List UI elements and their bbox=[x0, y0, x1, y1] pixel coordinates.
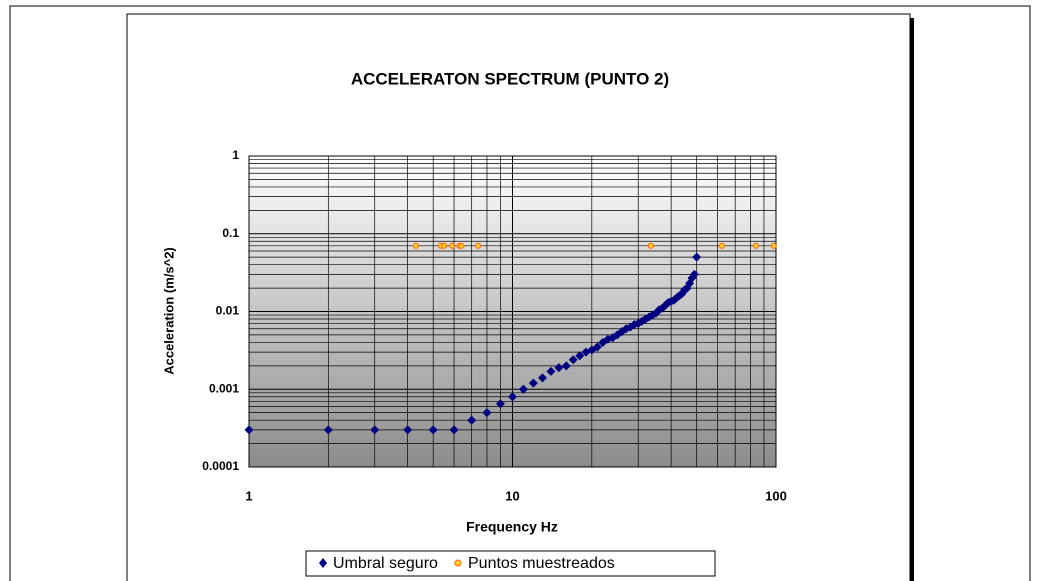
data-point bbox=[518, 384, 528, 394]
plot-border bbox=[248, 155, 777, 468]
data-point bbox=[554, 363, 564, 373]
data-point bbox=[546, 366, 556, 376]
y-tick-label: 0.1 bbox=[222, 226, 239, 240]
data-point bbox=[575, 351, 585, 361]
data-point bbox=[244, 425, 254, 435]
y-tick-label: 0.01 bbox=[216, 304, 240, 318]
data-point bbox=[561, 361, 571, 371]
data-point bbox=[449, 242, 456, 249]
legend-label: Puntos muestreados bbox=[468, 555, 615, 572]
data-point bbox=[403, 425, 413, 435]
data-point bbox=[474, 242, 482, 249]
grid bbox=[248, 155, 777, 468]
data-point bbox=[592, 342, 602, 352]
data-point bbox=[568, 355, 578, 365]
data-point bbox=[323, 425, 333, 435]
chart-title: ACCELERATON SPECTRUM (PUNTO 2) bbox=[351, 69, 669, 88]
data-point bbox=[370, 425, 380, 435]
legend-marker bbox=[454, 559, 462, 567]
page-frame bbox=[9, 5, 1031, 581]
y-tick-label: 0.0001 bbox=[202, 459, 239, 473]
data-point bbox=[647, 242, 654, 249]
data-point bbox=[482, 408, 492, 418]
data-point bbox=[508, 392, 517, 402]
y-tick-label: 0.001 bbox=[209, 381, 239, 395]
data-point bbox=[467, 415, 477, 425]
data-point bbox=[495, 399, 505, 409]
legend: Umbral seguro Puntos muestreados bbox=[305, 550, 716, 577]
data-point bbox=[412, 242, 420, 249]
x-axis-label: Frequency Hz bbox=[466, 519, 558, 535]
legend-marker bbox=[319, 558, 327, 568]
legend-box bbox=[305, 550, 716, 577]
x-tick-label: 1 bbox=[245, 488, 252, 503]
y-axis-label: Acceleration (m/s^2) bbox=[161, 247, 176, 375]
data-point bbox=[538, 373, 548, 383]
data-point bbox=[440, 242, 448, 249]
data-point bbox=[428, 425, 438, 435]
data-point bbox=[770, 242, 777, 249]
data-point bbox=[752, 242, 760, 249]
marks bbox=[244, 242, 777, 435]
y-tick-label: 1 bbox=[232, 148, 239, 162]
data-point bbox=[449, 425, 459, 435]
data-point bbox=[718, 242, 726, 249]
data-point bbox=[528, 378, 538, 388]
legend-label: Umbral seguro bbox=[333, 555, 438, 572]
x-tick-label: 10 bbox=[505, 488, 519, 503]
data-point bbox=[689, 269, 699, 279]
data-point bbox=[692, 252, 702, 262]
data-point bbox=[458, 242, 465, 249]
x-tick-label: 100 bbox=[765, 488, 787, 503]
